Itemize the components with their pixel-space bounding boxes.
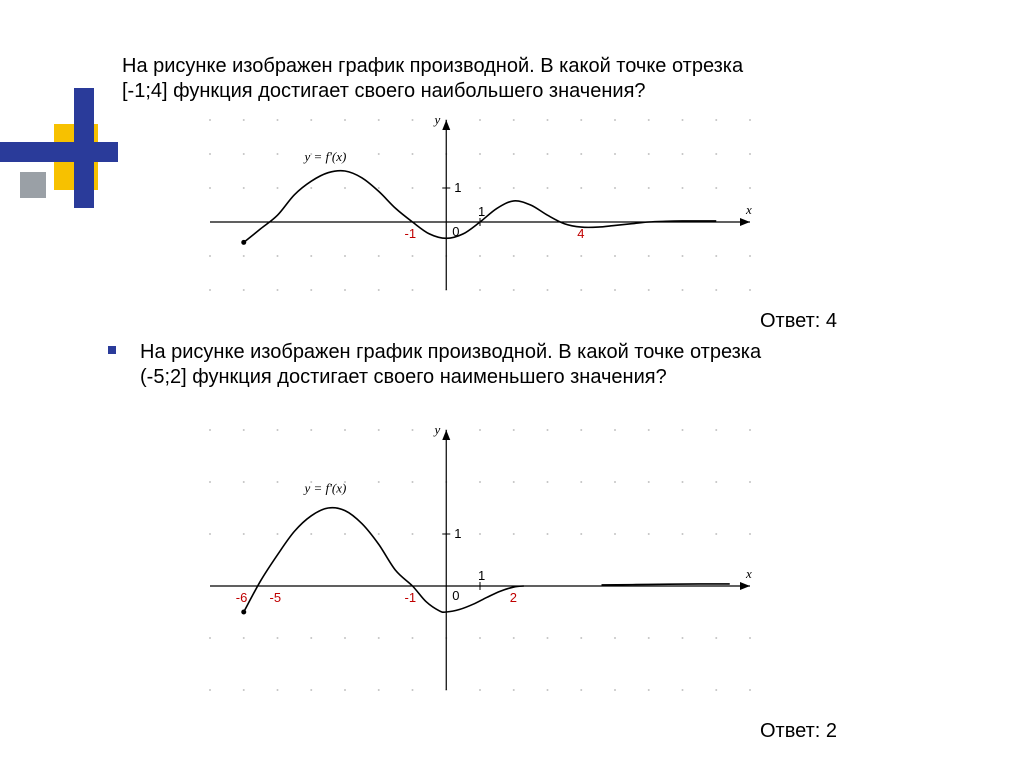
question-2-line1: На рисунке изображен график производной.… (140, 341, 761, 363)
chart-2: 0 1 1 y x y = f'(x) -6 -5 -1 2 (190, 420, 770, 710)
answer-1: Ответ: 4 (760, 310, 837, 333)
svg-text:-1: -1 (405, 226, 417, 241)
svg-text:4: 4 (577, 226, 584, 241)
decor-blue-v (74, 88, 94, 208)
svg-text:1: 1 (454, 526, 461, 541)
bullet-icon (108, 346, 116, 354)
svg-text:y = f'(x): y = f'(x) (303, 149, 347, 164)
svg-text:y = f'(x): y = f'(x) (303, 480, 347, 495)
svg-text:y: y (432, 422, 440, 437)
svg-text:0: 0 (452, 588, 459, 603)
chart-1: 011yxy = f'(x)-14 (190, 110, 770, 310)
question-1-line1: На рисунке изображен график производной.… (122, 55, 743, 77)
svg-text:1: 1 (454, 180, 461, 195)
svg-text:1: 1 (478, 568, 485, 583)
svg-text:-6: -6 (236, 590, 248, 605)
question-1-text: На рисунке изображен график производной.… (122, 54, 862, 104)
answer-2: Ответ: 2 (760, 720, 837, 743)
question-2-line2: (-5;2] функция достигает своего наименьш… (140, 366, 667, 388)
question-2-block: На рисунке изображен график производной.… (108, 340, 878, 390)
svg-text:-1: -1 (405, 590, 417, 605)
svg-text:x: x (745, 202, 752, 217)
svg-text:-5: -5 (270, 590, 282, 605)
decor-blue-h (0, 142, 118, 162)
question-1-line2: [-1;4] функция достигает своего наибольш… (122, 80, 646, 102)
decor-gray-block (20, 172, 46, 198)
svg-text:y: y (432, 112, 440, 127)
svg-text:1: 1 (478, 204, 485, 219)
slide-logo-decor (0, 88, 120, 228)
svg-text:2: 2 (510, 590, 517, 605)
svg-text:x: x (745, 566, 752, 581)
